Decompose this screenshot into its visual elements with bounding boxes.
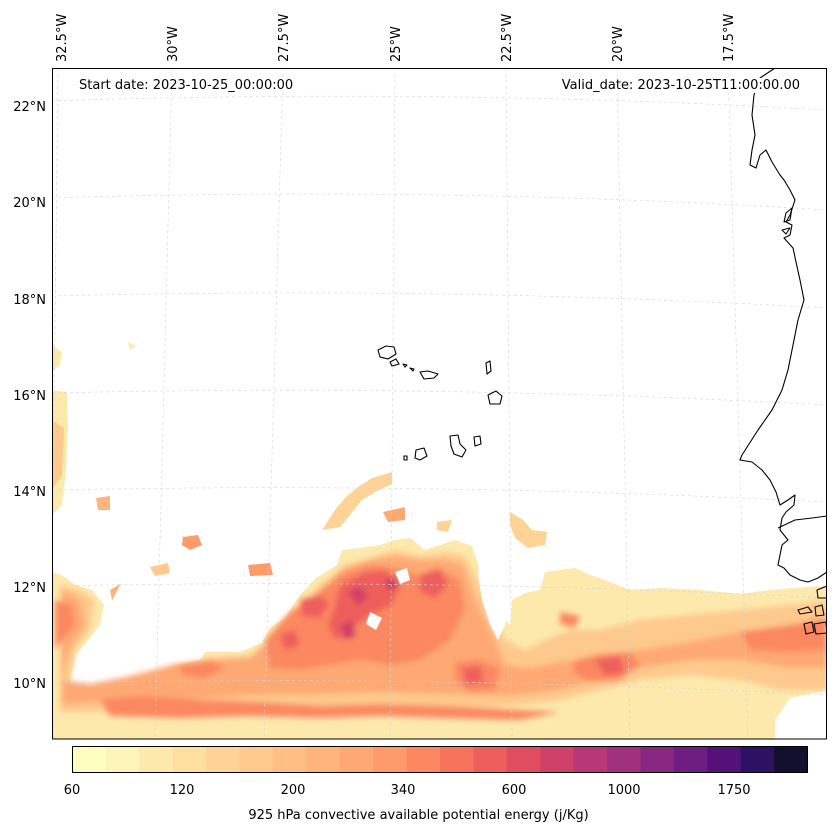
- colorbar-segment: [640, 746, 675, 773]
- colorbar-segment: [272, 746, 307, 773]
- meridian-22-5w: [505, 68, 513, 739]
- parallel-12n: [52, 583, 827, 599]
- colorbar-tick-label: 1000: [607, 783, 640, 798]
- cape-blob: [510, 512, 547, 548]
- parallel-22n: [52, 95, 827, 111]
- lat-labels: 22°N 20°N 18°N 16°N 14°N 12°N 10°N: [13, 100, 46, 692]
- colorbar-segment: [373, 746, 408, 773]
- santiago: [449, 434, 467, 458]
- colorbar: [72, 746, 808, 773]
- coast-island-1: [783, 207, 793, 223]
- lon-labels: 32.5°W 30°W 27.5°W 25°W 22.5°W 20°W 17.5…: [55, 14, 737, 62]
- cape-field: [52, 342, 827, 739]
- lat-label: 18°N: [13, 293, 46, 308]
- colorbar-segment: [740, 746, 775, 773]
- sao-nicolau: [409, 367, 439, 380]
- colorbar-tick-label: 200: [281, 783, 306, 798]
- colorbar-tick-label: 600: [502, 783, 527, 798]
- coast-island-3: [797, 606, 813, 615]
- parallel-10n: [52, 680, 827, 696]
- meridian-17-5w: [727, 68, 749, 739]
- santo-antao: [377, 345, 397, 360]
- meridian-27-5w: [263, 68, 284, 739]
- meridian-30w: [154, 68, 173, 739]
- cape-blob: [96, 496, 110, 510]
- cape-region-tongue: [322, 472, 392, 530]
- colorbar-tick-label: 60: [64, 783, 81, 798]
- coast-island-2: [781, 227, 791, 235]
- coast-island-7: [816, 585, 827, 599]
- cape-layer-1000: [340, 576, 398, 640]
- colorbar-frame: [72, 746, 808, 773]
- lon-label: 27.5°W: [277, 14, 292, 62]
- parallel-20n: [52, 193, 827, 211]
- coastlines: [377, 68, 827, 635]
- parallel-14n: [52, 487, 827, 503]
- colorbar-tick-label: 120: [170, 783, 195, 798]
- colorbar-tick-label: 340: [391, 783, 416, 798]
- cape-blob: [182, 535, 202, 550]
- meridian-20w: [616, 68, 631, 739]
- parallel-18n: [52, 292, 827, 309]
- santa-luzia: [402, 363, 408, 368]
- colorbar-ticks: 60 120 200 340 600 1000 1750: [64, 783, 751, 798]
- colorbar-segment: [306, 746, 341, 773]
- cape-blob: [437, 520, 452, 532]
- cape-blob: [128, 342, 136, 350]
- lat-label: 16°N: [13, 389, 46, 404]
- lon-label: 17.5°W: [722, 14, 737, 62]
- colorbar-segment: [540, 746, 575, 773]
- parallel-16n: [52, 390, 827, 406]
- sal: [485, 360, 492, 375]
- colorbar-title: 925 hPa convective available potential e…: [248, 808, 589, 823]
- colorbar-segment: [339, 746, 374, 773]
- colorbar-segment: [72, 746, 107, 773]
- graticule: [52, 68, 827, 739]
- colorbar-segment: [239, 746, 274, 773]
- lon-label: 32.5°W: [55, 14, 70, 62]
- valid-date-label: Valid_date: 2023-10-25T11:00:00.00: [559, 78, 802, 93]
- lon-label: 22.5°W: [500, 14, 515, 62]
- cape-blob: [383, 507, 405, 522]
- lat-label: 20°N: [13, 196, 46, 211]
- boa-vista: [487, 390, 503, 405]
- colorbar-segment: [139, 746, 174, 773]
- colorbar-segment: [506, 746, 541, 773]
- colorbar-segment: [440, 746, 474, 773]
- colorbar-segment: [406, 746, 441, 773]
- coast-island-5: [803, 621, 815, 635]
- cape-blob: [248, 563, 273, 576]
- coast-island-6: [813, 621, 827, 635]
- brava-fogo: [403, 447, 428, 461]
- cape-blob: [150, 563, 170, 576]
- start-date-label: Start date: 2023-10-25_00:00:00: [77, 78, 296, 93]
- cape-layer-600: [55, 565, 827, 720]
- colorbar-segment: [473, 746, 508, 773]
- meridian-25w: [389, 68, 396, 739]
- colorbar-segment: [673, 746, 708, 773]
- lat-label: 14°N: [13, 485, 46, 500]
- colorbar-segment: [105, 746, 140, 773]
- colorbar-segment: [607, 746, 641, 773]
- colorbar-segment: [774, 746, 808, 773]
- colorbar-segment: [172, 746, 207, 773]
- colorbar-segment: [707, 746, 742, 773]
- lon-label: 20°W: [611, 26, 626, 62]
- maio: [473, 435, 482, 447]
- lon-label: 30°W: [166, 26, 181, 62]
- cape-region-western-strip-inner: [52, 420, 64, 490]
- lat-label: 10°N: [13, 677, 46, 692]
- map-frame: [52, 68, 827, 740]
- coast-island-4: [814, 604, 825, 617]
- colorbar-tick-label: 1750: [717, 783, 750, 798]
- colorbar-segment: [206, 746, 241, 773]
- lon-label: 25°W: [389, 26, 404, 62]
- african-coastline: [739, 68, 827, 583]
- bijagos-coast: [777, 515, 827, 529]
- colorbar-segment: [573, 746, 608, 773]
- sao-vicente: [389, 358, 400, 367]
- lat-label: 22°N: [13, 100, 46, 115]
- lat-label: 12°N: [13, 581, 46, 596]
